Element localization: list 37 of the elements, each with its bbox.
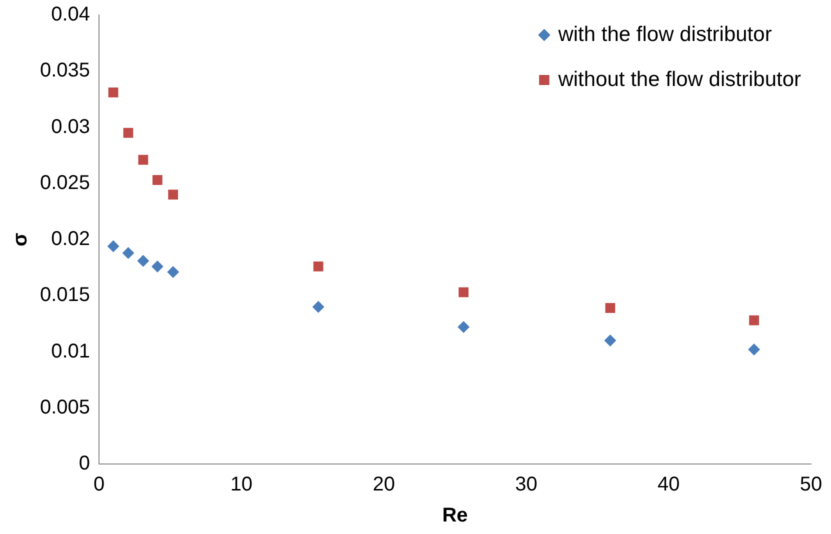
x-tick-label: 50 (800, 474, 822, 496)
point (312, 300, 324, 313)
y-tick-label: 0.02 (51, 228, 90, 250)
y-tick-label: 0.015 (40, 284, 90, 306)
y-tick-label: 0.03 (51, 116, 90, 138)
y-tick-label: 0.035 (40, 60, 90, 82)
point (151, 260, 164, 272)
point (458, 287, 469, 298)
y-axis-title: σ (10, 232, 32, 246)
y-tick-label: 0.005 (40, 396, 90, 418)
y-tick-label: 0 (78, 452, 90, 475)
x-tick-label: 30 (515, 474, 538, 496)
x-tick-label: 40 (657, 474, 680, 496)
point (137, 254, 150, 267)
point (748, 344, 760, 356)
point (108, 88, 118, 98)
point (122, 246, 134, 259)
point (605, 303, 616, 313)
point (313, 261, 324, 272)
point (168, 190, 178, 200)
point (458, 321, 470, 334)
point (138, 154, 148, 165)
x-tick-label: 10 (230, 474, 253, 496)
y-tick-label: 0.01 (51, 340, 90, 362)
point (123, 128, 134, 138)
x-axis-title: Re (442, 504, 468, 527)
x-tick-label: 0 (93, 474, 105, 496)
legend-label: with the flow distributor (557, 22, 772, 46)
point (152, 175, 162, 185)
y-tick-label: 0.025 (40, 172, 90, 194)
point (107, 240, 120, 252)
y-tick-label: 0.04 (51, 4, 90, 26)
point (604, 334, 616, 347)
x-tick-label: 20 (372, 474, 395, 496)
point (749, 315, 759, 326)
point (167, 266, 180, 278)
legend-label: without the flow distributor (557, 68, 802, 91)
